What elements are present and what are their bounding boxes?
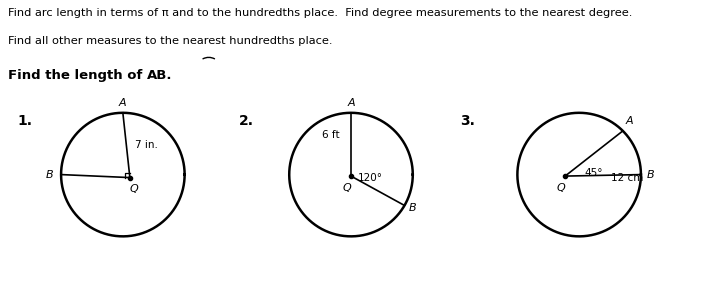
Text: Q: Q: [557, 183, 565, 193]
Text: B: B: [409, 203, 417, 213]
Text: B: B: [647, 169, 654, 180]
Text: 7 in.: 7 in.: [135, 140, 158, 150]
Text: A: A: [347, 98, 355, 108]
Text: B: B: [46, 169, 53, 180]
Text: 120°: 120°: [358, 172, 383, 183]
Text: Find arc length in terms of π and to the hundredths place.  Find degree measurem: Find arc length in terms of π and to the…: [8, 8, 633, 17]
Text: A: A: [626, 116, 634, 126]
Text: Find the length of: Find the length of: [8, 69, 147, 82]
Text: 6 ft: 6 ft: [322, 130, 339, 140]
Text: 3.: 3.: [460, 114, 475, 129]
Text: Q: Q: [130, 184, 138, 194]
Text: Find all other measures to the nearest hundredths place.: Find all other measures to the nearest h…: [8, 36, 333, 46]
Text: AB.: AB.: [147, 69, 173, 82]
Text: 2.: 2.: [239, 114, 253, 129]
Text: A: A: [119, 98, 126, 108]
Text: 45°: 45°: [585, 168, 603, 178]
Text: Q: Q: [343, 183, 351, 193]
Text: 12 cm: 12 cm: [611, 173, 644, 183]
Text: 1.: 1.: [18, 114, 32, 129]
